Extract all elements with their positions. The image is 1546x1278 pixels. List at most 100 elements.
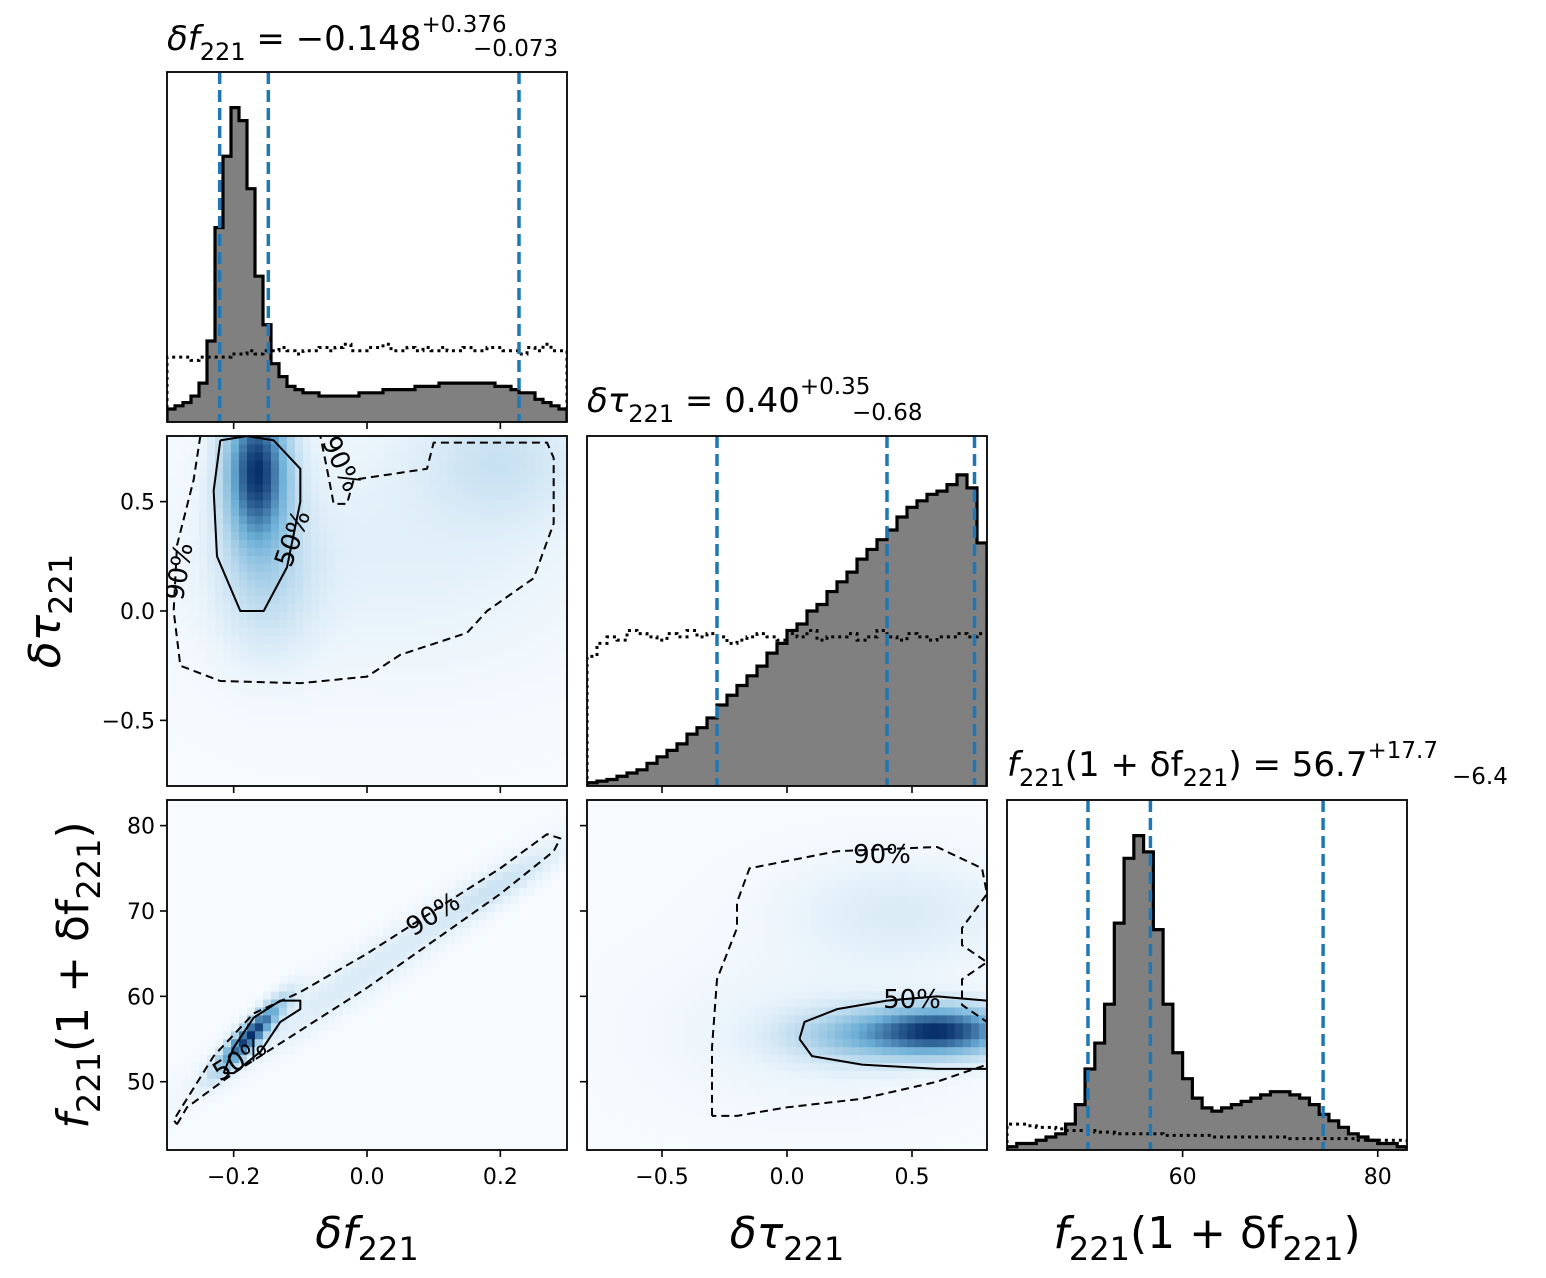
joint-df-f-density-cell <box>359 863 368 873</box>
joint-df-f-density-cell <box>271 927 280 936</box>
joint-df-f-density-cell <box>487 919 496 928</box>
joint-df-f-density-cell <box>191 855 200 865</box>
joint-df-f-density-cell <box>359 1126 368 1135</box>
joint-df-f-density-cell <box>343 1086 352 1095</box>
joint-df-f-density-cell <box>391 959 400 968</box>
joint-df-dtau-density-cell <box>511 595 520 604</box>
joint-df-f-density-cell <box>231 1030 240 1040</box>
joint-df-dtau-density-cell <box>423 491 432 501</box>
joint-df-f-density-cell <box>367 1102 376 1111</box>
joint-df-dtau-density-cell <box>263 682 272 692</box>
joint-df-f-density-cell <box>303 871 312 881</box>
joint-df-f-density-cell <box>319 927 328 936</box>
joint-df-f-density-cell <box>263 800 272 809</box>
joint-df-dtau-density-cell <box>527 515 536 525</box>
joint-dtau-f-density-cell <box>715 1094 724 1103</box>
joint-df-dtau-density-cell <box>439 547 448 556</box>
joint-df-f-density-cell <box>287 815 296 825</box>
joint-dtau-f-density-cell <box>819 1126 828 1135</box>
joint-df-dtau-density-cell <box>263 531 272 541</box>
joint-df-f-density-cell <box>559 823 567 833</box>
joint-df-dtau-density-cell <box>303 698 312 708</box>
joint-df-f-density-cell <box>495 863 504 873</box>
joint-df-dtau-density-cell <box>319 579 328 588</box>
joint-df-f-density-cell <box>303 823 312 833</box>
hist-dtau-bar-36 <box>947 484 958 786</box>
joint-df-f-density-cell <box>247 1062 256 1072</box>
joint-dtau-f-density-cell <box>723 1118 732 1127</box>
joint-df-f-density-cell <box>463 927 472 936</box>
joint-df-f-density-cell <box>247 823 256 833</box>
joint-df-dtau-density-cell <box>391 587 400 596</box>
joint-df-dtau-density-cell <box>519 770 528 779</box>
joint-df-f-density-cell <box>383 895 392 905</box>
joint-df-dtau-density-cell <box>343 459 352 469</box>
joint-df-f-density-cell <box>199 815 208 825</box>
joint-df-dtau-density-cell <box>223 738 232 747</box>
joint-df-dtau-density-cell <box>247 451 256 461</box>
joint-dtau-f-density-cell <box>803 1110 812 1119</box>
joint-df-f-density-cell <box>191 1022 200 1032</box>
joint-dtau-f-density-cell <box>891 1102 900 1111</box>
joint-df-f-density-cell <box>447 1126 456 1135</box>
joint-df-f-density-cell <box>175 895 184 905</box>
joint-df-f-density-cell <box>231 847 240 857</box>
joint-df-dtau-density-cell <box>167 451 176 461</box>
joint-df-f-density-cell <box>207 959 216 968</box>
joint-df-dtau-density-cell <box>519 666 528 676</box>
joint-df-f-density-cell <box>503 1094 512 1103</box>
joint-df-f-density-cell <box>503 911 512 920</box>
hist-f-bar-33 <box>1328 1120 1340 1150</box>
joint-dtau-f-density-cell <box>627 1110 636 1119</box>
joint-df-f-density-cell <box>247 927 256 936</box>
joint-df-f-density-cell <box>447 831 456 841</box>
joint-dtau-f-density-cell <box>787 1110 796 1119</box>
joint-df-f-density-cell <box>247 967 256 976</box>
joint-df-f-density-cell <box>207 831 216 841</box>
joint-df-f-density-cell <box>279 1094 288 1103</box>
joint-df-dtau-density-cell <box>391 531 400 541</box>
joint-df-dtau-density-cell <box>335 451 344 461</box>
joint-df-dtau-density-cell <box>215 746 224 755</box>
joint-df-dtau-density-cell <box>527 483 536 493</box>
joint-df-dtau-density-cell <box>279 611 288 620</box>
joint-df-dtau-density-cell <box>535 571 544 580</box>
joint-df-dtau-density-cell <box>279 738 288 747</box>
joint-df-f-density-cell <box>271 863 280 873</box>
joint-df-f-density-cell <box>247 1030 256 1040</box>
joint-df-dtau-density-cell <box>263 563 272 572</box>
joint-df-dtau-density-cell <box>455 778 464 786</box>
joint-df-dtau-density-cell <box>255 690 264 700</box>
joint-df-dtau-density-cell <box>455 642 464 652</box>
joint-df-dtau-density-cell <box>447 571 456 580</box>
joint-dtau-f-density-cell <box>683 1126 692 1135</box>
joint-df-dtau-density-cell <box>287 706 296 716</box>
joint-df-f-density-cell <box>167 1062 176 1072</box>
joint-df-dtau-density-cell <box>511 523 520 533</box>
joint-df-dtau-density-cell <box>215 778 224 786</box>
joint-df-dtau-density-cell <box>503 595 512 604</box>
joint-df-dtau-density-cell <box>367 499 376 509</box>
joint-df-dtau-density-cell <box>207 571 216 580</box>
joint-df-dtau-density-cell <box>487 499 496 509</box>
joint-df-dtau-density-cell <box>495 507 504 517</box>
joint-df-f-density-cell <box>287 982 296 992</box>
joint-df-dtau-density-cell <box>351 555 360 564</box>
joint-df-dtau-density-cell <box>431 611 440 620</box>
joint-df-dtau-density-cell <box>271 443 280 453</box>
joint-dtau-f-density-cell <box>939 1118 948 1127</box>
joint-df-dtau-density-cell <box>335 475 344 485</box>
joint-df-f-density-cell <box>551 879 560 889</box>
joint-df-dtau-density-cell <box>383 714 392 723</box>
joint-df-f-density-cell <box>551 911 560 920</box>
joint-df-f-density-cell <box>487 1006 496 1016</box>
joint-df-dtau-density-cell <box>463 706 472 716</box>
joint-df-f-density-cell <box>247 800 256 809</box>
joint-df-f-density-cell <box>471 911 480 920</box>
joint-df-dtau-density-cell <box>503 451 512 461</box>
joint-df-dtau-density-cell <box>447 443 456 453</box>
joint-df-dtau-density-cell <box>415 467 424 477</box>
joint-df-dtau-density-cell <box>319 706 328 716</box>
joint-df-f-density-cell <box>359 879 368 889</box>
joint-df-f-density-cell <box>263 919 272 928</box>
